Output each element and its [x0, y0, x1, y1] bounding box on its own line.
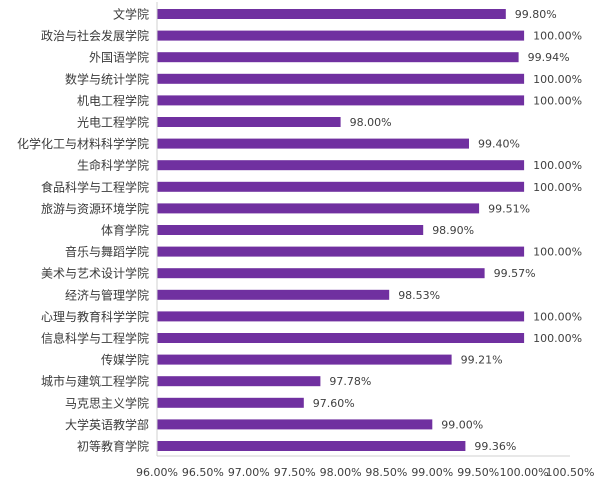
value-label-20: 99.36% [474, 440, 516, 453]
bar-20 [157, 441, 466, 451]
bar-7 [157, 160, 525, 171]
bar-17 [157, 376, 321, 387]
category-label-8: 食品科学与工程学院 [41, 179, 149, 194]
bar-2 [157, 52, 519, 63]
value-label-0: 99.80% [515, 8, 557, 21]
bar-19 [157, 419, 433, 430]
value-label-7: 100.00% [533, 159, 582, 172]
value-label-17: 97.78% [329, 375, 371, 388]
bars-group [157, 9, 525, 451]
category-label-9: 旅游与资源环境学院 [41, 201, 149, 216]
x-tick-label-3: 97.50% [274, 466, 316, 479]
value-label-6: 99.40% [478, 138, 520, 151]
category-label-3: 数学与统计学院 [65, 71, 149, 86]
bar-9 [157, 203, 480, 214]
value-label-9: 99.51% [488, 202, 530, 215]
category-label-5: 光电工程学院 [77, 115, 149, 130]
x-tick-label-1: 96.50% [182, 466, 224, 479]
x-tick-labels-group: 96.00% 96.50% 97.00% 97.50% 98.00% 98.50% 99.0… [136, 466, 594, 479]
category-label-6: 化学化工与材料科学学院 [17, 136, 149, 151]
value-label-15: 100.00% [533, 332, 582, 345]
value-label-10: 98.90% [432, 224, 474, 237]
category-label-12: 美术与艺术设计学院 [41, 266, 149, 281]
bar-3 [157, 73, 525, 84]
value-label-5: 98.00% [350, 116, 392, 129]
bar-18 [157, 397, 304, 408]
category-label-7: 生命科学学院 [77, 158, 149, 173]
category-label-19: 大学英语教学部 [65, 417, 149, 432]
value-label-18: 97.60% [313, 397, 355, 410]
bar-1 [157, 30, 525, 41]
bar-13 [157, 289, 390, 300]
category-label-1: 政治与社会发展学院 [41, 28, 149, 43]
x-tick-label-6: 99.00% [411, 466, 453, 479]
category-label-0: 文学院 [113, 7, 149, 22]
bar-11 [157, 246, 525, 257]
x-tick-label-7: 99.50% [457, 466, 499, 479]
x-tick-label-9: 100.50% [546, 466, 595, 479]
category-label-18: 马克思主义学院 [65, 395, 149, 410]
bar-16 [157, 354, 452, 365]
bar-4 [157, 95, 525, 106]
value-label-3: 100.00% [533, 73, 582, 86]
value-label-11: 100.00% [533, 246, 582, 259]
category-label-14: 心理与教育科学学院 [41, 309, 149, 324]
category-labels-group: 文学院政治与社会发展学院外国语学院数学与统计学院机电工程学院光电工程学院化学化工… [17, 7, 149, 454]
bar-15 [157, 333, 525, 343]
value-label-14: 100.00% [533, 310, 582, 323]
x-tick-label-4: 98.00% [320, 466, 362, 479]
value-label-12: 99.57% [494, 267, 536, 280]
value-label-16: 99.21% [461, 354, 503, 367]
bar-6 [157, 138, 469, 149]
category-label-10: 体育学院 [101, 223, 149, 238]
category-label-2: 外国语学院 [89, 50, 149, 65]
category-label-16: 传媒学院 [101, 352, 149, 367]
value-label-4: 100.00% [533, 94, 582, 107]
x-tick-label-5: 98.50% [365, 466, 407, 479]
category-label-15: 信息科学与工程学院 [41, 331, 149, 346]
category-label-4: 机电工程学院 [77, 93, 149, 108]
value-label-1: 100.00% [533, 30, 582, 43]
x-tick-label-2: 97.00% [228, 466, 270, 479]
bar-5 [157, 117, 341, 127]
category-label-13: 经济与管理学院 [65, 287, 149, 302]
category-label-17: 城市与建筑工程学院 [41, 374, 149, 389]
category-label-11: 音乐与舞蹈学院 [65, 244, 149, 259]
value-label-19: 99.00% [441, 418, 483, 431]
bar-10 [157, 225, 424, 235]
category-label-20: 初等教育学院 [77, 439, 149, 454]
bar-14 [157, 311, 525, 322]
bar-0 [157, 9, 506, 19]
bar-12 [157, 268, 485, 279]
value-label-13: 98.53% [398, 289, 440, 302]
value-label-2: 99.94% [528, 51, 570, 64]
x-tick-label-0: 96.00% [136, 466, 178, 479]
value-label-8: 100.00% [533, 181, 582, 194]
value-labels-group: 99.80% 100.00% 99.94% 100.00% 100.00% 98.00% 9… [313, 8, 582, 453]
x-tick-label-8: 100.00% [500, 466, 549, 479]
bar-8 [157, 181, 525, 192]
